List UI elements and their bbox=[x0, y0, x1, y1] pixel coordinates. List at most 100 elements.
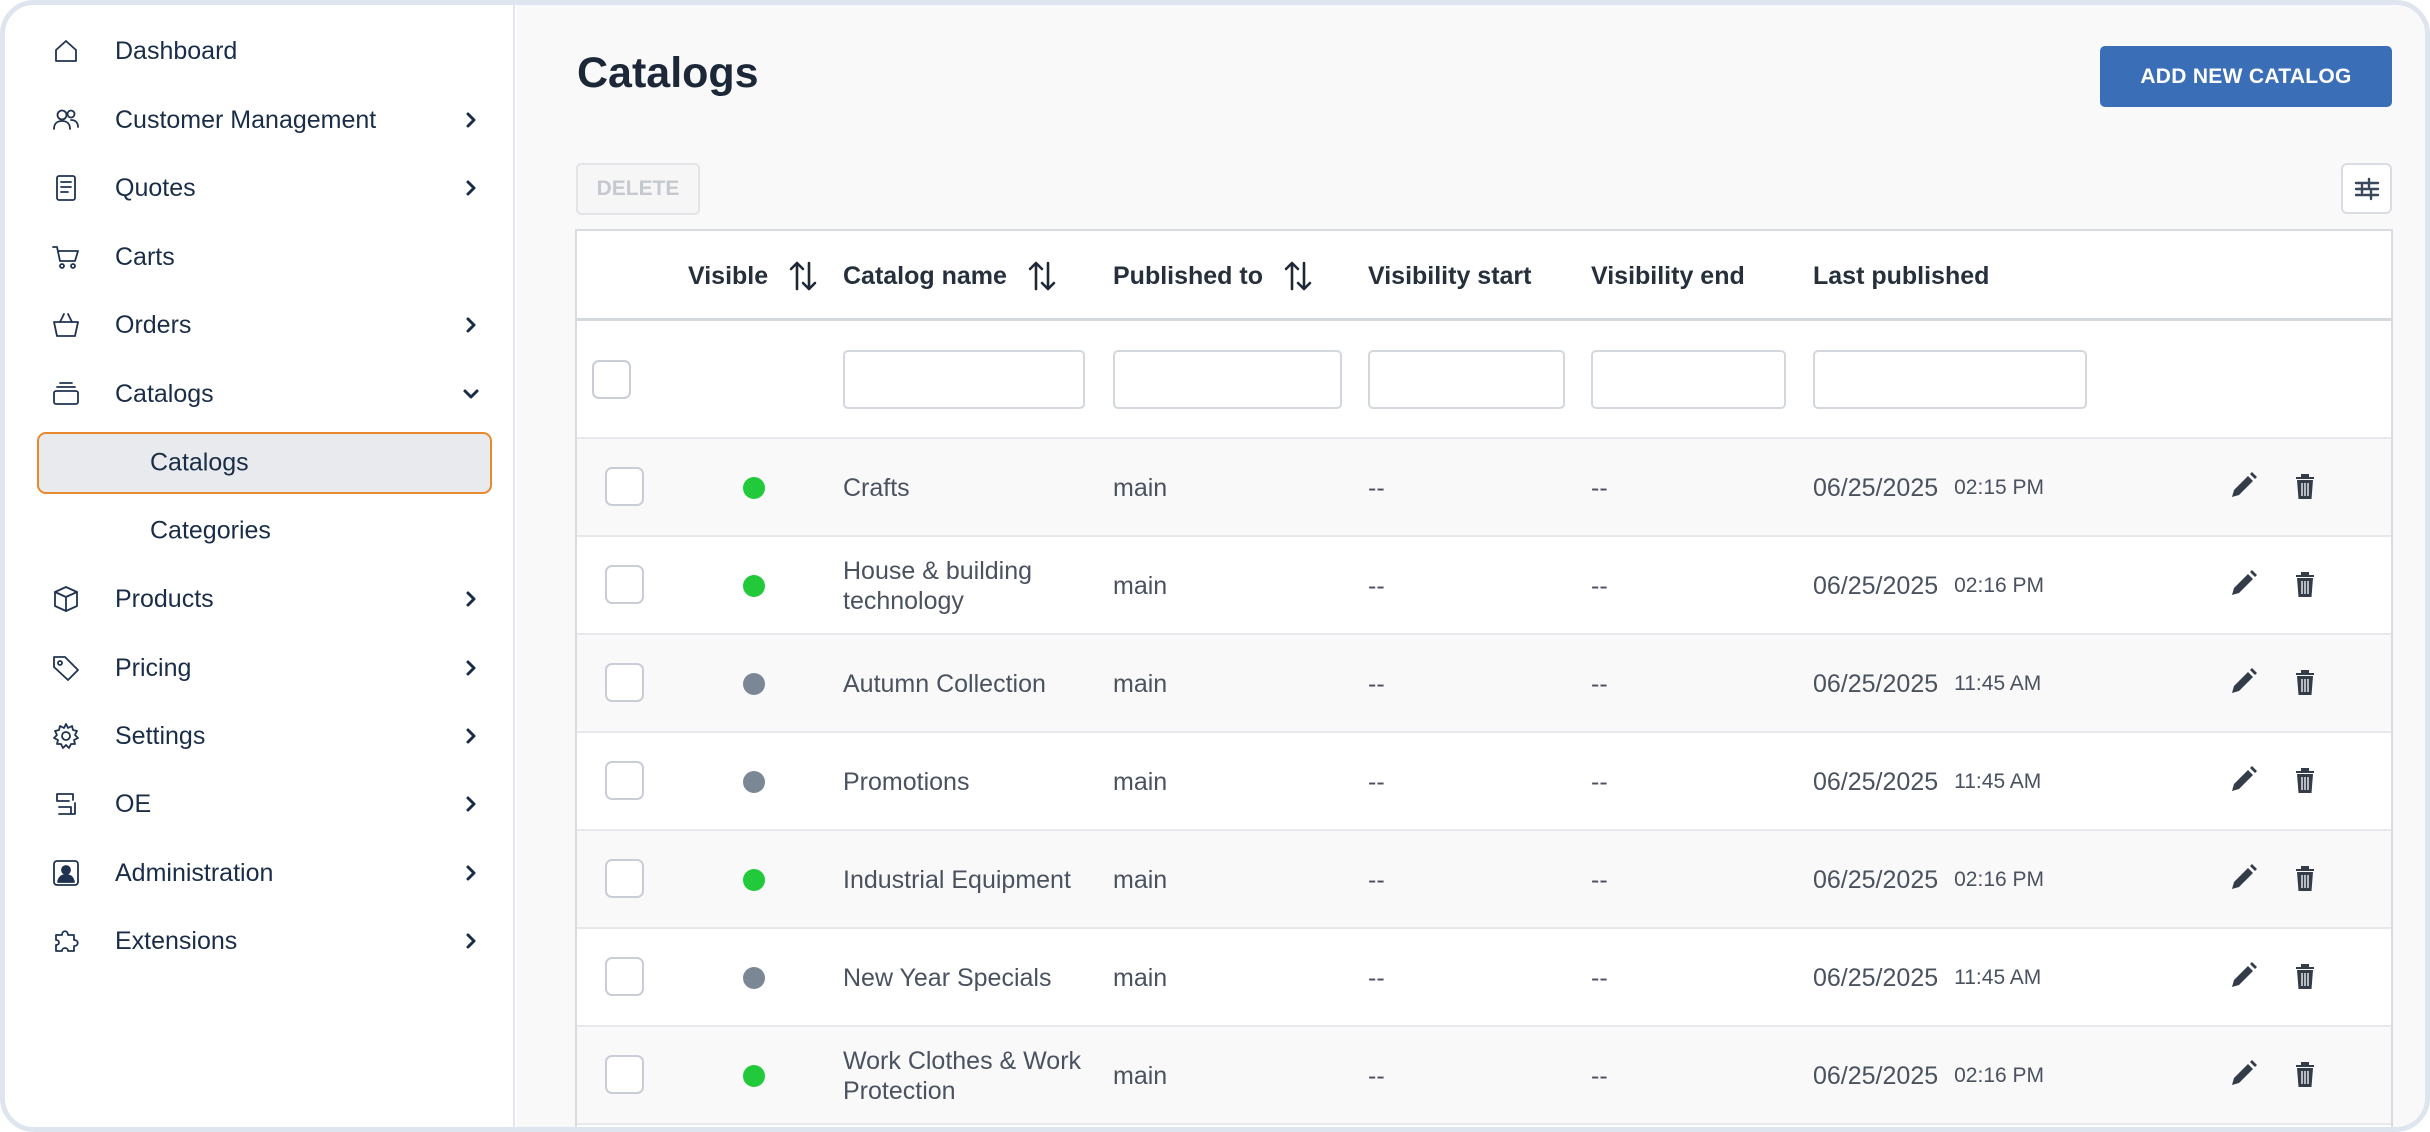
trash-icon bbox=[2296, 1062, 2314, 1087]
row-checkbox[interactable] bbox=[605, 761, 644, 800]
visibility-status-dot bbox=[743, 477, 765, 499]
sidebar: Dashboard Customer Management Quotes Car… bbox=[5, 5, 515, 1127]
edit-button[interactable] bbox=[2225, 958, 2261, 994]
visibility-start: -- bbox=[1368, 1062, 1385, 1090]
row-checkbox[interactable] bbox=[605, 663, 644, 702]
chevron-right-icon bbox=[461, 315, 481, 335]
table-row[interactable]: House & building technology main -- -- 06/25… bbox=[577, 537, 2391, 635]
published-to: main bbox=[1113, 964, 1168, 992]
edit-button[interactable] bbox=[2225, 762, 2261, 798]
delete-row-button[interactable] bbox=[2287, 1056, 2323, 1092]
column-header-visible[interactable]: Visible bbox=[688, 231, 820, 321]
filter-visibility-start-input[interactable] bbox=[1368, 350, 1565, 409]
visibility-start: -- bbox=[1368, 474, 1385, 502]
home-icon bbox=[49, 34, 83, 68]
row-checkbox[interactable] bbox=[605, 859, 644, 898]
edit-button[interactable] bbox=[2225, 664, 2261, 700]
sort-icon[interactable] bbox=[1281, 258, 1315, 294]
catalog-name[interactable]: Industrial Equipment bbox=[843, 866, 1071, 894]
puzzle-icon bbox=[49, 924, 83, 958]
users-icon bbox=[49, 103, 83, 137]
row-checkbox[interactable] bbox=[605, 957, 644, 996]
catalog-name[interactable]: House & building technology bbox=[843, 557, 1033, 615]
visibility-status-dot bbox=[743, 1065, 765, 1087]
sidebar-item-label: Products bbox=[115, 584, 214, 613]
visibility-start: -- bbox=[1368, 572, 1385, 600]
delete-row-button[interactable] bbox=[2287, 860, 2323, 896]
edit-button[interactable] bbox=[2225, 468, 2261, 504]
sort-icon[interactable] bbox=[1025, 258, 1059, 294]
sidebar-item-products[interactable]: Products bbox=[5, 568, 515, 630]
catalog-name[interactable]: Autumn Collection bbox=[843, 670, 1046, 698]
table-row[interactable]: Industrial Equipment main -- -- 06/25/2025 02… bbox=[577, 831, 2391, 929]
last-published-date: 06/25/2025 bbox=[1813, 768, 1939, 796]
catalog-name[interactable]: New Year Specials bbox=[843, 964, 1052, 992]
last-published-time: 11:45 AM bbox=[1954, 966, 2042, 989]
column-header-label: Visibility start bbox=[1368, 261, 1532, 290]
sidebar-subitem-catalogs[interactable]: Catalogs bbox=[5, 432, 515, 494]
catalog-name[interactable]: Work Clothes & Work Protection bbox=[843, 1047, 1082, 1105]
filter-published-to-input[interactable] bbox=[1113, 350, 1342, 409]
visibility-end: -- bbox=[1591, 768, 1608, 796]
row-checkbox[interactable] bbox=[605, 467, 644, 506]
column-settings-button[interactable] bbox=[2341, 163, 2392, 214]
sidebar-item-settings[interactable]: Settings bbox=[5, 705, 515, 767]
sidebar-item-label: OE bbox=[115, 789, 152, 818]
visibility-end: -- bbox=[1591, 866, 1608, 894]
select-all-checkbox[interactable] bbox=[592, 360, 631, 399]
table-row[interactable]: Work Clothes & Work Protection main -- -- 06… bbox=[577, 1027, 2391, 1125]
sidebar-item-oe[interactable]: OE bbox=[5, 773, 515, 835]
column-header-name[interactable]: Catalog name bbox=[843, 231, 1059, 321]
sidebar-item-catalogs[interactable]: Catalogs bbox=[5, 363, 515, 425]
chevron-right-icon bbox=[461, 178, 481, 198]
visibility-end: -- bbox=[1591, 1062, 1608, 1090]
table-header: Visible Catalog name Published to Visibi… bbox=[577, 231, 2391, 321]
edit-button[interactable] bbox=[2225, 860, 2261, 896]
visibility-end: -- bbox=[1591, 572, 1608, 600]
chevron-right-icon bbox=[461, 794, 481, 814]
sidebar-item-quotes[interactable]: Quotes bbox=[5, 157, 515, 219]
row-checkbox[interactable] bbox=[605, 1055, 644, 1094]
sliders-icon bbox=[2354, 177, 2379, 200]
filter-catalog-name-input[interactable] bbox=[843, 350, 1085, 409]
edit-button[interactable] bbox=[2225, 566, 2261, 602]
delete-row-button[interactable] bbox=[2287, 664, 2323, 700]
catalog-name[interactable]: Crafts bbox=[843, 474, 910, 502]
sidebar-item-administration[interactable]: Administration bbox=[5, 842, 515, 904]
edit-button[interactable] bbox=[2225, 1056, 2261, 1092]
pencil-icon bbox=[2232, 1060, 2257, 1085]
sidebar-item-orders[interactable]: Orders bbox=[5, 294, 515, 356]
sidebar-item-pricing[interactable]: Pricing bbox=[5, 637, 515, 699]
pencil-icon bbox=[2232, 570, 2257, 595]
delete-row-button[interactable] bbox=[2287, 762, 2323, 798]
delete-row-button[interactable] bbox=[2287, 958, 2323, 994]
filter-visibility-end-input[interactable] bbox=[1591, 350, 1786, 409]
delete-row-button[interactable] bbox=[2287, 566, 2323, 602]
add-new-catalog-button[interactable]: ADD NEW CATALOG bbox=[2100, 46, 2392, 107]
sidebar-subitem-label: Categories bbox=[150, 516, 271, 545]
pencil-icon bbox=[2232, 962, 2257, 987]
column-header-published-to[interactable]: Published to bbox=[1113, 231, 1315, 321]
table-row[interactable]: Promotions main -- -- 06/25/2025 11:45 AM bbox=[577, 733, 2391, 831]
column-header-label: Catalog name bbox=[843, 261, 1007, 290]
sort-icon[interactable] bbox=[786, 258, 820, 294]
sidebar-item-label: Carts bbox=[115, 242, 175, 271]
table-row[interactable]: New Year Specials main -- -- 06/25/2025 11:45… bbox=[577, 929, 2391, 1027]
delete-button[interactable]: DELETE bbox=[576, 163, 700, 215]
row-checkbox[interactable] bbox=[605, 565, 644, 604]
sidebar-subitem-categories[interactable]: Categories bbox=[5, 500, 515, 562]
sidebar-item-extensions[interactable]: Extensions bbox=[5, 910, 515, 972]
sidebar-item-carts[interactable]: Carts bbox=[5, 226, 515, 288]
delete-row-button[interactable] bbox=[2287, 468, 2323, 504]
published-to: main bbox=[1113, 670, 1168, 698]
sidebar-item-customer-management[interactable]: Customer Management bbox=[5, 89, 515, 151]
filter-last-published-input[interactable] bbox=[1813, 350, 2087, 409]
catalog-name[interactable]: Promotions bbox=[843, 768, 970, 796]
sidebar-item-dashboard[interactable]: Dashboard bbox=[5, 20, 515, 82]
active-item-highlight bbox=[37, 432, 492, 494]
published-to: main bbox=[1113, 474, 1168, 502]
table-row[interactable]: Autumn Collection main -- -- 06/25/2025 11:45… bbox=[577, 635, 2391, 733]
table-row[interactable]: Crafts main -- -- 06/25/2025 02:15 PM bbox=[577, 439, 2391, 537]
visibility-end: -- bbox=[1591, 474, 1608, 502]
